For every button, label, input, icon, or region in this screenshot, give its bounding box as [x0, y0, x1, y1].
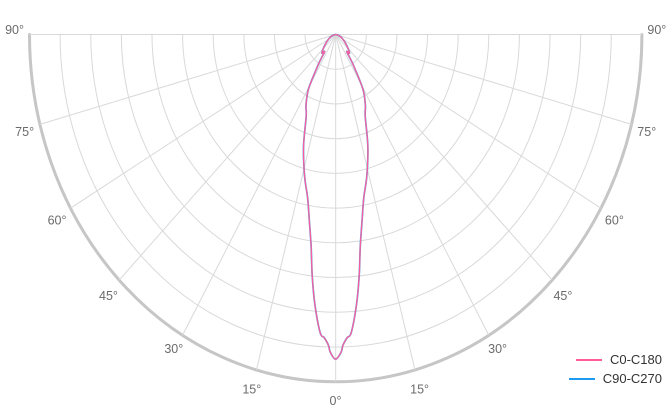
svg-text:45°: 45°: [553, 289, 572, 303]
svg-text:30°: 30°: [488, 342, 507, 356]
svg-text:75°: 75°: [637, 125, 656, 139]
svg-text:60°: 60°: [48, 214, 67, 228]
svg-text:15°: 15°: [410, 382, 429, 396]
svg-text:30°: 30°: [164, 342, 183, 356]
svg-text:0°: 0°: [330, 394, 342, 408]
svg-text:15°: 15°: [242, 382, 261, 396]
svg-text:75°: 75°: [15, 125, 34, 139]
svg-text:45°: 45°: [99, 289, 118, 303]
svg-text:90°: 90°: [5, 23, 24, 37]
svg-text:90°: 90°: [647, 23, 666, 37]
svg-text:60°: 60°: [605, 214, 624, 228]
